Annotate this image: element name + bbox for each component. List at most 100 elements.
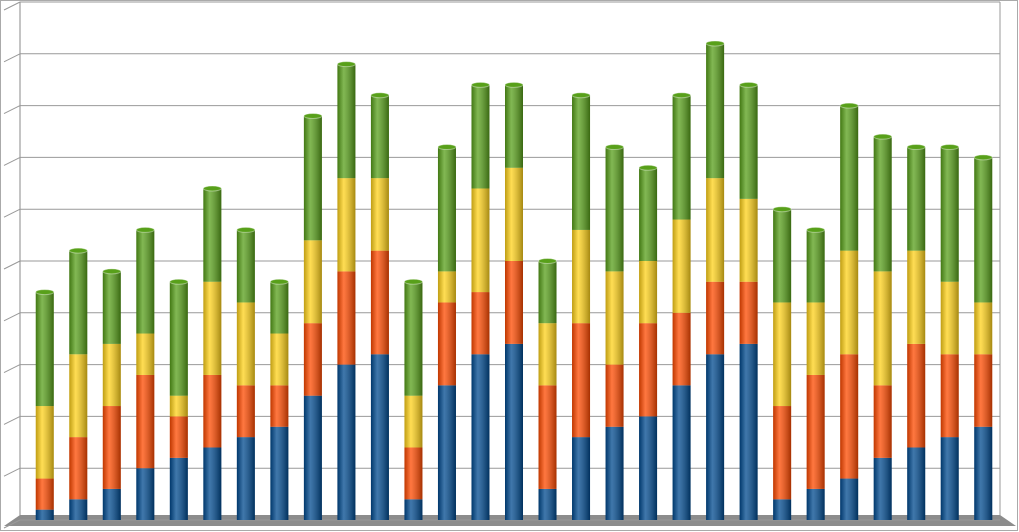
bar-shade (706, 178, 725, 282)
bar-segment (639, 261, 658, 324)
bar-shade (873, 136, 892, 272)
bar-cap (236, 226, 256, 233)
bar-shade (437, 302, 456, 386)
bar-segment (35, 478, 54, 510)
bar-segment (840, 105, 859, 251)
bar-cap (906, 144, 926, 151)
bar-shade (270, 385, 289, 427)
bar-segment (303, 395, 322, 520)
grid-line-side (3, 519, 21, 529)
bar-segment (873, 271, 892, 386)
bar-shade (572, 437, 591, 520)
bar-segment (538, 385, 557, 489)
bar-cap (940, 144, 960, 151)
bar-shade (437, 385, 456, 520)
bar-cap (839, 102, 859, 109)
bar-segment (370, 250, 389, 355)
bar-segment (940, 281, 959, 355)
bar-segment (169, 457, 188, 520)
bar-segment (940, 147, 959, 282)
bar-shade (203, 281, 222, 375)
bar-shade (303, 323, 322, 396)
bar-shade (806, 488, 825, 520)
bar-segment (940, 437, 959, 520)
bar-segment (806, 374, 825, 489)
bar-segment (203, 281, 222, 375)
bar-segment (236, 437, 255, 520)
bar-shade (270, 426, 289, 520)
bar-shade (639, 167, 658, 261)
bar-segment (404, 499, 423, 520)
bar-cap (437, 144, 457, 151)
bar-segment (35, 406, 54, 479)
bar-shade (471, 188, 490, 293)
bar-shade (639, 261, 658, 324)
bar-cap (336, 61, 356, 68)
bar-segment (69, 354, 88, 438)
bar-segment (337, 178, 356, 272)
bar-cap (873, 133, 893, 140)
bar-cap (772, 206, 792, 213)
bar-segment (940, 354, 959, 438)
bar-shade (773, 499, 792, 520)
bar-shade (370, 354, 389, 520)
bar-segment (840, 478, 859, 520)
bar-cap (102, 268, 122, 275)
bar-segment (370, 95, 389, 179)
bar-shade (337, 178, 356, 272)
bar-segment (102, 271, 121, 344)
bar-shade (940, 281, 959, 355)
bar-shade (69, 499, 88, 520)
bar-segment (69, 437, 88, 500)
bar-shade (672, 219, 691, 313)
bar-shade (69, 354, 88, 438)
bar-segment (136, 229, 155, 334)
bar-segment (873, 136, 892, 272)
bar-shade (974, 354, 993, 427)
bar-segment (873, 385, 892, 458)
bar-cap (538, 258, 558, 264)
bar-cap (370, 92, 390, 99)
bar-shade (538, 488, 557, 520)
bar-cap (605, 144, 625, 151)
bar-shade (136, 229, 155, 334)
bar-segment (35, 292, 54, 407)
bar-cap (68, 247, 88, 254)
bar-shade (102, 343, 121, 407)
bar-segment (270, 281, 289, 334)
grid-line-side (3, 208, 21, 218)
bar-shade (940, 437, 959, 520)
bar-cap (269, 278, 289, 285)
bar-shade (974, 426, 993, 520)
bar-shade (169, 416, 188, 458)
bar-shade (605, 147, 624, 272)
bar-cap (403, 278, 423, 285)
bar-shade (404, 447, 423, 500)
bar-segment (203, 447, 222, 520)
bar-shade (505, 167, 523, 261)
bar-shade (873, 457, 892, 520)
bar-shade (270, 333, 289, 386)
bar-shade (370, 178, 389, 251)
bar-segment (505, 84, 523, 168)
bar-segment (236, 302, 255, 386)
bar-shade (35, 509, 54, 520)
bar-segment (102, 406, 121, 489)
bar-segment (102, 488, 121, 520)
bar-shade (303, 240, 322, 324)
bar-segment (471, 84, 490, 189)
bar-segment (203, 374, 222, 448)
bar-shade (169, 281, 188, 396)
bar-cap (202, 185, 222, 192)
bar-shade (404, 395, 423, 448)
bar-cap (303, 112, 323, 119)
bar-segment (572, 437, 591, 520)
bar-segment (471, 354, 490, 520)
bar-shade (773, 302, 792, 407)
grid-line-side (3, 312, 21, 322)
bar-segment (35, 509, 54, 520)
bar-shade (35, 292, 54, 407)
bar-segment (706, 178, 725, 282)
bar-segment (471, 188, 490, 293)
